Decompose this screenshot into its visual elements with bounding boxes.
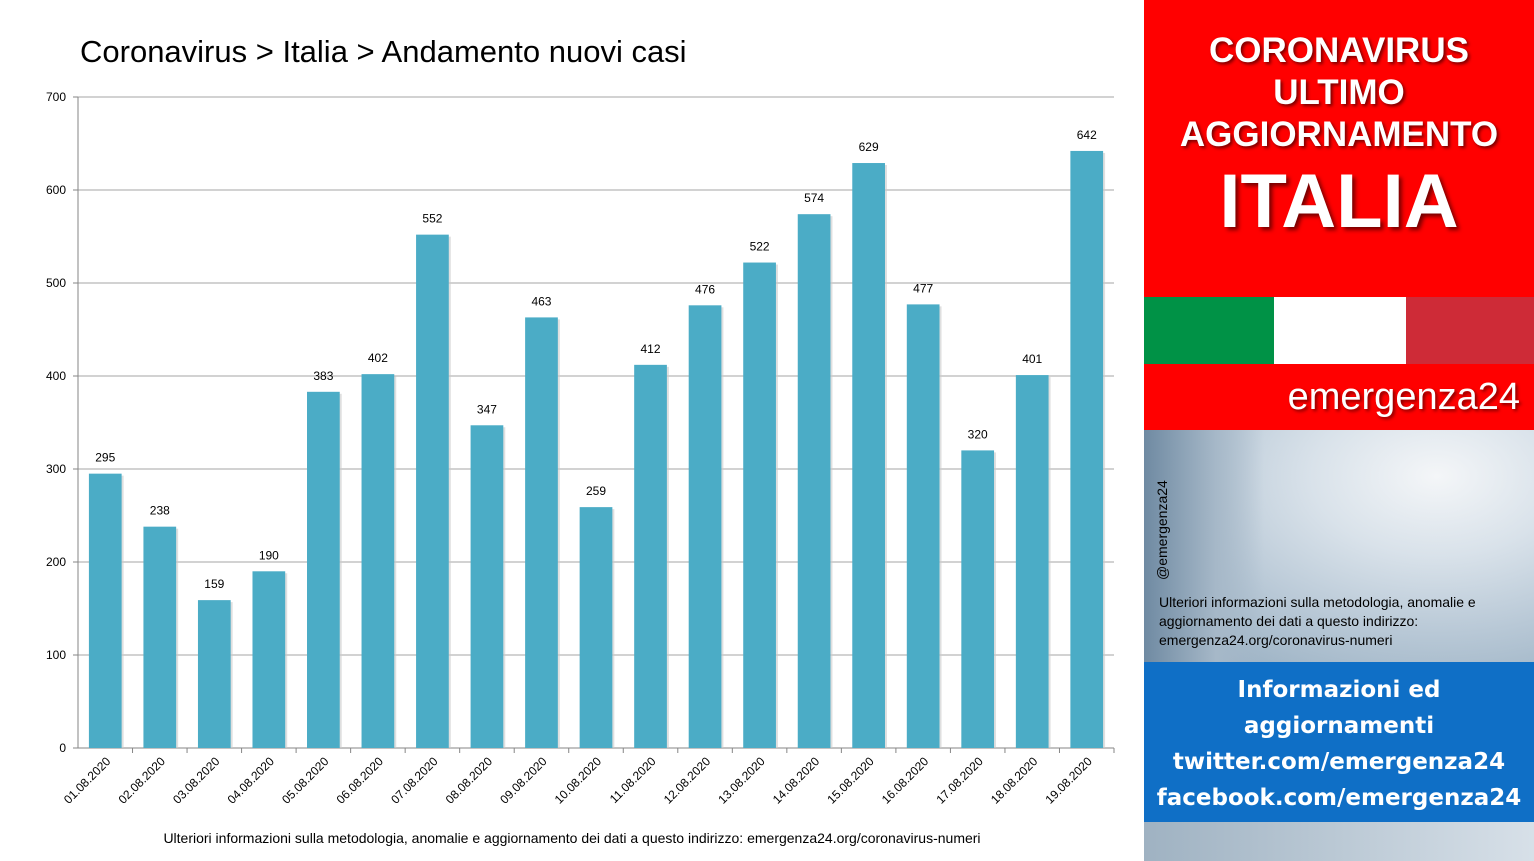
data-label: 159: [204, 577, 224, 591]
methodology-note: Ulteriori informazioni sulla metodologia…: [1159, 594, 1476, 648]
bar: [906, 304, 940, 748]
bottom-photo-strip: [1144, 822, 1534, 861]
chart-panel: Coronavirus > Italia > Andamento nuovi c…: [45, 34, 1115, 846]
bar: [470, 425, 504, 748]
data-label: 401: [1022, 352, 1042, 366]
x-tick-label: 09.08.2020: [497, 754, 550, 807]
data-label: 476: [695, 282, 715, 296]
chart-footnote: Ulteriori informazioni sulla metodologia…: [163, 830, 981, 846]
x-tick-label: 08.08.2020: [443, 754, 496, 807]
bar: [252, 571, 286, 748]
social-handle: @emergenza24: [1154, 480, 1170, 580]
facebook-link[interactable]: facebook.com/emergenza24: [1156, 785, 1522, 811]
y-tick-label: 200: [46, 555, 66, 569]
x-tick-label: 06.08.2020: [334, 754, 387, 807]
bar-chart: 0 100 200 300 400 500 600 700 295 01.08.2020 238 02…: [46, 90, 1115, 807]
chart-title: Coronavirus > Italia > Andamento nuovi c…: [80, 34, 687, 69]
y-tick-label: 0: [59, 741, 66, 755]
x-tick-label: 16.08.2020: [879, 754, 932, 807]
photo-shade: [1144, 430, 1264, 662]
header-banner: CORONAVIRUS ULTIMO AGGIORNAMENTO ITALIA: [1144, 0, 1534, 297]
data-label: 190: [259, 548, 279, 562]
x-tick-label: 11.08.2020: [607, 754, 659, 806]
data-label: 238: [150, 504, 170, 518]
info-line-1: Informazioni ed: [1237, 677, 1441, 703]
x-tick-label: 12.08.2020: [661, 754, 714, 807]
x-tick-label: 07.08.2020: [388, 754, 441, 807]
data-label: 522: [750, 240, 770, 254]
twitter-link[interactable]: twitter.com/emergenza24: [1172, 749, 1506, 775]
y-tick-label: 600: [46, 183, 66, 197]
data-label: 629: [859, 140, 879, 154]
y-tick-label: 100: [46, 648, 66, 662]
bar: [797, 214, 831, 748]
bar: [688, 305, 722, 748]
info-line-2: aggiornamenti: [1243, 713, 1435, 739]
bar: [961, 450, 995, 748]
x-tick-label: 14.08.2020: [770, 754, 823, 807]
bar: [361, 374, 395, 748]
info-box: Informazioni ed aggiornamenti twitter.co…: [1144, 662, 1534, 822]
y-tick-label: 700: [46, 90, 66, 104]
data-label: 347: [477, 402, 497, 416]
bar: [579, 507, 613, 748]
data-label: 552: [422, 212, 442, 226]
brand-bar: emergenza24: [1144, 364, 1534, 430]
bar: [197, 600, 231, 748]
header-line-2: ULTIMO: [1273, 73, 1405, 112]
data-label: 412: [641, 342, 661, 356]
header-line-3: AGGIORNAMENTO: [1179, 115, 1499, 154]
data-label: 477: [913, 281, 933, 295]
country-heading: ITALIA: [1219, 159, 1459, 244]
x-tick-label: 10.08.2020: [552, 754, 605, 807]
data-label: 642: [1077, 128, 1097, 142]
data-label: 259: [586, 484, 606, 498]
data-label: 463: [531, 294, 551, 308]
background-photo: [1144, 430, 1534, 662]
x-tick-label: 01.08.2020: [61, 754, 114, 807]
x-tick-label: 17.08.2020: [933, 754, 986, 807]
x-tick-label: 13.08.2020: [715, 754, 768, 807]
x-tick-label: 04.08.2020: [225, 754, 278, 807]
data-label: 574: [804, 191, 824, 205]
bar: [143, 526, 177, 748]
flag-stripe-green: [1144, 297, 1274, 364]
sidebar: CORONAVIRUS ULTIMO AGGIORNAMENTO ITALIA …: [1144, 0, 1534, 861]
bar: [525, 317, 558, 748]
x-tick-label: 05.08.2020: [279, 754, 332, 807]
x-tick-label: 18.08.2020: [988, 754, 1041, 807]
bar: [1015, 375, 1049, 748]
y-tick-label: 300: [46, 462, 66, 476]
data-label: 383: [313, 369, 333, 383]
bar: [852, 163, 885, 748]
y-tick-label: 500: [46, 276, 66, 290]
x-tick-label: 03.08.2020: [170, 754, 223, 807]
data-label: 320: [968, 427, 988, 441]
bar: [1070, 150, 1104, 748]
bar: [88, 473, 122, 748]
data-label: 402: [368, 351, 388, 365]
bar: [634, 364, 667, 748]
data-label: 295: [95, 451, 115, 465]
bar: [307, 391, 340, 748]
y-tick-label: 400: [46, 369, 66, 383]
flag-stripe-white: [1274, 297, 1406, 364]
flag-stripe-red: [1406, 297, 1534, 364]
x-tick-label: 02.08.2020: [116, 754, 169, 807]
bar: [743, 262, 776, 748]
header-line-1: CORONAVIRUS: [1209, 31, 1469, 70]
brand-logo-text: emergenza24: [1287, 376, 1520, 418]
bar: [416, 234, 449, 748]
x-tick-label: 15.08.2020: [824, 754, 877, 807]
x-tick-label: 19.08.2020: [1042, 754, 1095, 807]
